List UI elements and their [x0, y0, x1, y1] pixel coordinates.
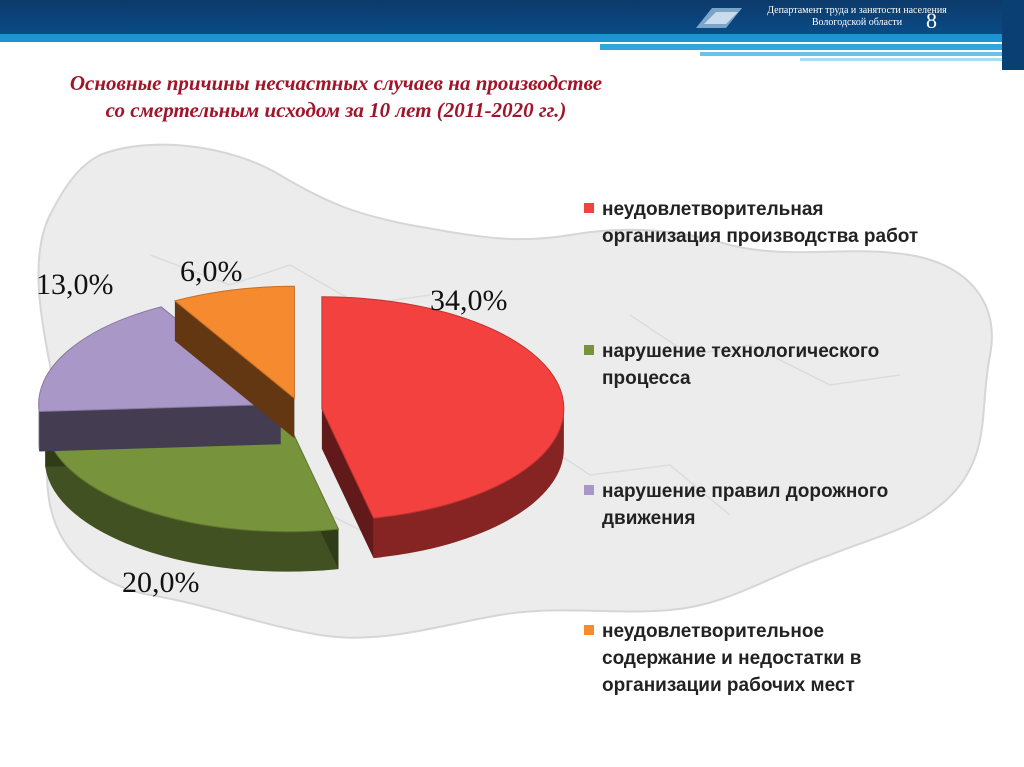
data-label-slice-4: 6,0% [180, 255, 243, 288]
pie-slice-1 [321, 296, 565, 559]
pie-slice-side-3 [38, 404, 40, 452]
department-line-1: Департамент труда и занятости населения [767, 5, 947, 16]
pie-slice-top-4 [173, 285, 295, 400]
page-number: 8 [926, 8, 937, 33]
pie-slice-top-3 [38, 306, 282, 412]
header-bar [0, 0, 1024, 34]
legend-swatch-2 [584, 345, 594, 355]
title-line-2: со смертельным исходом за 10 лет (2011-2… [105, 98, 567, 122]
pie-slice-wall-3-1 [39, 404, 281, 452]
legend-label-3: нарушение правил дорожного движения [602, 481, 889, 529]
pie-slice-side-1 [373, 408, 564, 559]
header-stripe [800, 58, 1024, 61]
legend-swatch-1 [584, 203, 594, 213]
data-label-slice-3: 13,0% [36, 268, 114, 301]
department-name: Департамент труда и занятости населения … [752, 5, 962, 29]
header-stripe [0, 34, 1024, 42]
legend-swatch-3 [584, 485, 594, 495]
pie-slice-side-2 [45, 426, 339, 572]
slide-title: Основные причины несчастных случаев на п… [0, 70, 672, 124]
legend-label-2: нарушение технологического процесса [602, 341, 880, 389]
legend-label-4: неудовлетворительное содержание и недост… [602, 621, 862, 696]
header-stripe [700, 52, 1024, 56]
pie-slice-top-1 [321, 296, 565, 519]
pie-slice-wall-1-2 [321, 408, 374, 559]
pie-slice-4 [173, 285, 295, 439]
legend-swatch-4 [584, 625, 594, 635]
pie-slice-wall-4-1 [174, 300, 295, 439]
legend-label-1: неудовлетворительная организация произво… [602, 199, 919, 247]
data-label-slice-1: 34,0% [430, 284, 508, 317]
title-line-1: Основные причины несчастных случаев на п… [69, 71, 603, 95]
department-line-2: Вологодской области [811, 17, 903, 28]
data-label-slice-2: 20,0% [122, 566, 200, 599]
header-corner-block [1002, 0, 1024, 70]
department-logo-icon [696, 8, 742, 28]
header-stripe [600, 44, 1024, 50]
